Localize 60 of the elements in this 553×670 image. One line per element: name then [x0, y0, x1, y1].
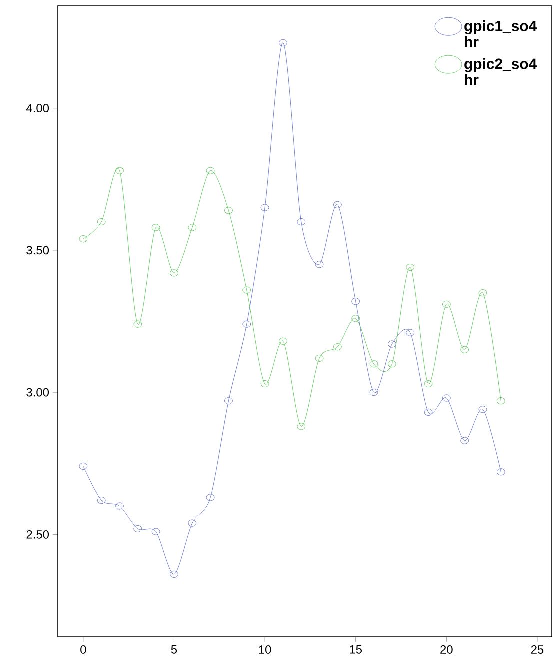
point	[242, 286, 252, 294]
point	[206, 494, 215, 502]
point	[188, 520, 197, 527]
point	[497, 468, 506, 476]
point	[497, 398, 506, 405]
point	[478, 406, 488, 414]
point	[334, 201, 342, 208]
point	[224, 207, 233, 214]
point	[116, 502, 124, 510]
point	[297, 218, 306, 226]
point	[260, 204, 270, 212]
point	[388, 340, 396, 348]
point	[297, 423, 306, 430]
x-tick-label: 25	[531, 646, 544, 654]
point	[352, 315, 360, 322]
point	[370, 389, 378, 396]
point	[206, 167, 215, 174]
point	[406, 329, 414, 336]
point	[224, 398, 233, 405]
point	[79, 462, 88, 470]
point	[79, 236, 88, 243]
legend-label: gpic1_so4 hr	[464, 20, 538, 48]
y-tick-label: 4.00	[26, 104, 50, 113]
point	[388, 360, 396, 368]
point	[406, 264, 414, 271]
point	[188, 224, 197, 232]
legend-label: gpic2_so4 hr	[464, 58, 538, 86]
point	[170, 270, 178, 277]
point	[424, 380, 433, 388]
y-tick-label: 2.50	[26, 530, 50, 539]
point	[116, 167, 124, 174]
point	[152, 528, 160, 536]
point	[315, 354, 324, 362]
point	[315, 261, 324, 268]
point	[334, 344, 342, 351]
point	[370, 360, 378, 368]
point	[442, 300, 451, 308]
point	[279, 39, 288, 46]
point	[478, 290, 488, 297]
point	[134, 320, 142, 328]
point	[97, 497, 106, 504]
point	[279, 338, 288, 345]
x-tick-label: 0	[80, 646, 86, 654]
point	[152, 224, 160, 232]
point	[242, 320, 252, 328]
y-tick-label: 3.50	[26, 246, 50, 255]
x-tick-label: 5	[171, 646, 178, 654]
y-tick-label: 3.00	[26, 388, 50, 397]
x-tick-label: 15	[350, 646, 362, 654]
point	[442, 394, 451, 402]
point	[170, 570, 178, 578]
point	[97, 218, 106, 226]
point	[460, 437, 469, 444]
point	[134, 526, 142, 532]
point	[260, 380, 270, 388]
point	[424, 408, 433, 416]
point	[352, 298, 360, 306]
x-tick-label: 10	[259, 646, 272, 654]
x-tick-label: 20	[440, 646, 453, 654]
point	[460, 346, 469, 354]
